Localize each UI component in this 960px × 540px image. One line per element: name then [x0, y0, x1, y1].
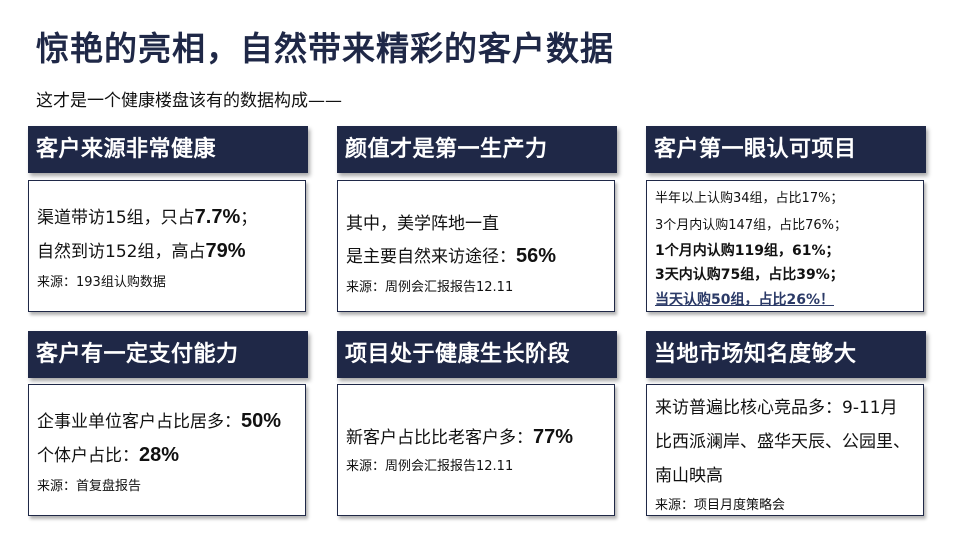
stat-value: 28% — [139, 444, 180, 466]
stat-value: 56% — [516, 245, 557, 267]
stat-text: 新客户占比比老客户多： — [346, 428, 533, 448]
panel-body: 渠道带访15组，只占7.7%； 自然到访152组，高占79% 来源：193组认购… — [28, 180, 306, 312]
panel-growth-stage: 项目处于健康生长阶段 新客户占比比老客户多：77% 来源：周例会汇报报告12.1… — [337, 331, 617, 516]
stat-line: 其中，美学阵地一直 — [346, 209, 606, 234]
highlight-line: 当天认购50组，占比26%！ — [655, 292, 834, 308]
source-note: 来源：周例会汇报报告12.11 — [346, 280, 514, 295]
stat-value: 79% — [205, 240, 246, 262]
panel-header: 客户第一眼认可项目 — [646, 126, 926, 173]
panel-body: 企事业单位客户占比居多：50% 个体户占比：28% 来源：首复盘报告 — [28, 384, 306, 516]
stat-line: 来访普遍比核心竞品多：9-11月 — [655, 398, 898, 418]
stat-line: 3天内认购75组，占比39%； — [655, 267, 844, 283]
page-title: 惊艳的亮相，自然带来精彩的客户数据 — [36, 29, 614, 68]
panel-appearance: 颜值才是第一生产力 其中，美学阵地一直 是主要自然来访途径：56% 来源：周例会… — [337, 126, 617, 312]
source-note: 来源：项目月度策略会 — [655, 498, 786, 513]
source-note: 来源：193组认购数据 — [37, 275, 166, 290]
source-note: 来源：首复盘报告 — [37, 479, 142, 494]
source-note: 来源：周例会汇报报告12.11 — [346, 459, 514, 474]
panel-payment-ability: 客户有一定支付能力 企事业单位客户占比居多：50% 个体户占比：28% 来源：首… — [28, 331, 308, 516]
stat-line: 个体户占比：28% — [37, 441, 297, 467]
panel-first-impression: 客户第一眼认可项目 半年以上认购34组，占比17%； 3个月内认购147组，占比… — [646, 126, 926, 312]
stat-text: 企事业单位客户占比居多： — [37, 412, 241, 432]
stat-line: 企事业单位客户占比居多：50% — [37, 407, 297, 433]
stat-text: 自然到访152组，高占 — [37, 242, 206, 262]
stat-text: 是主要自然来访途径： — [346, 247, 516, 267]
panel-header: 当地市场知名度够大 — [646, 331, 926, 378]
panel-market-awareness: 当地市场知名度够大 来访普遍比核心竞品多：9-11月 比西派澜岸、盛华天辰、公园… — [646, 331, 926, 516]
stat-line: 南山映高 — [655, 466, 723, 486]
stat-text: 渠道带访15组，只占 — [37, 208, 195, 228]
stat-suffix: ； — [240, 208, 258, 228]
panel-customer-source: 客户来源非常健康 渠道带访15组，只占7.7%； 自然到访152组，高占79% … — [28, 126, 308, 312]
panel-header: 颜值才是第一生产力 — [337, 126, 617, 173]
panel-header: 客户有一定支付能力 — [28, 331, 308, 378]
stat-line: 1个月内认购119组，61%； — [655, 243, 840, 259]
panel-header: 项目处于健康生长阶段 — [337, 331, 617, 378]
panel-body: 来访普遍比核心竞品多：9-11月 比西派澜岸、盛华天辰、公园里、 南山映高 来源… — [646, 384, 924, 516]
panel-body: 其中，美学阵地一直 是主要自然来访途径：56% 来源：周例会汇报报告12.11 — [337, 180, 615, 312]
page-subtitle: 这才是一个健康楼盘该有的数据构成—— — [36, 91, 342, 111]
stat-text: 个体户占比： — [37, 446, 139, 466]
stat-line: 是主要自然来访途径：56% — [346, 242, 606, 268]
stat-line: 新客户占比比老客户多：77% — [346, 423, 606, 449]
stat-line: 自然到访152组，高占79% — [37, 237, 297, 263]
panel-header: 客户来源非常健康 — [28, 126, 308, 173]
stat-line: 比西派澜岸、盛华天辰、公园里、 — [655, 432, 910, 452]
stat-line: 3个月内认购147组，占比76%； — [655, 218, 847, 233]
panel-body: 半年以上认购34组，占比17%； 3个月内认购147组，占比76%； 1个月内认… — [646, 180, 924, 312]
stat-line: 渠道带访15组，只占7.7%； — [37, 203, 297, 229]
stat-value: 7.7% — [194, 206, 241, 228]
stat-text: 其中，美学阵地一直 — [346, 214, 499, 234]
stat-value: 50% — [241, 410, 282, 432]
stat-line: 半年以上认购34组，占比17%； — [655, 191, 844, 206]
panel-body: 新客户占比比老客户多：77% 来源：周例会汇报报告12.11 — [337, 384, 615, 516]
stat-value: 77% — [533, 426, 574, 448]
